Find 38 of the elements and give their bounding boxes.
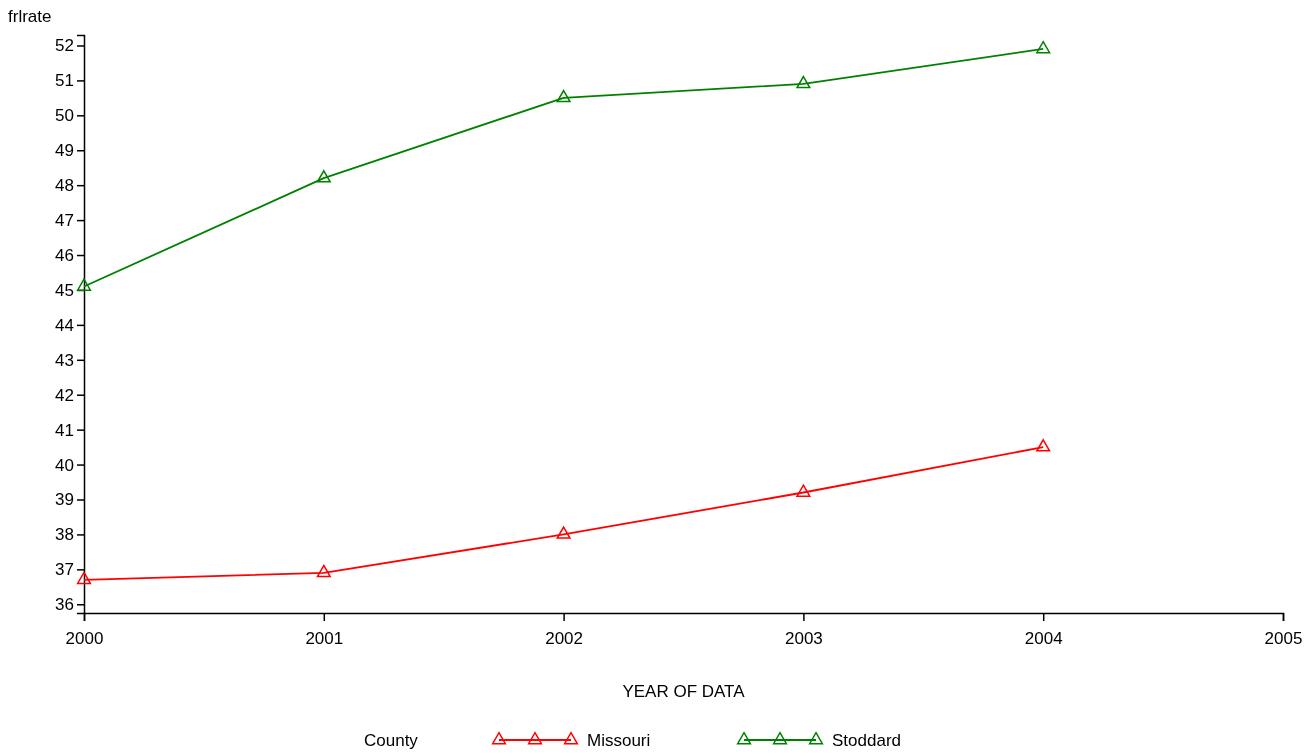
y-tick-label: 37	[55, 560, 74, 580]
y-tick-label: 41	[55, 420, 74, 440]
legend-title: County	[364, 731, 419, 750]
y-tick-label: 42	[55, 385, 74, 405]
point	[76, 278, 92, 291]
y-tick-label: 36	[55, 595, 74, 615]
point	[316, 170, 331, 183]
legend-label: Stoddard	[832, 731, 901, 750]
y-axis-title: frlrate	[8, 7, 52, 26]
y-tick-label: 52	[55, 36, 74, 56]
x-tick-label: 2003	[784, 629, 823, 649]
point	[796, 484, 811, 497]
x-tick-label: 2004	[1024, 629, 1063, 649]
point	[76, 571, 92, 585]
x-tick-label: 2000	[65, 629, 104, 649]
y-tick-label: 43	[55, 350, 74, 370]
y-tick-label: 48	[55, 176, 74, 196]
x-tick-label: 2002	[545, 629, 584, 649]
y-tick-label: 47	[55, 211, 74, 231]
point	[556, 89, 571, 103]
y-tick-label: 49	[55, 141, 74, 161]
x-tick-label: 2001	[305, 629, 344, 649]
legend-label: Missouri	[587, 731, 651, 750]
x-tick-label: 2005	[1264, 629, 1303, 649]
x-axis-title: YEAR OF DATA	[622, 682, 746, 701]
point	[1036, 439, 1051, 452]
point	[796, 75, 811, 89]
y-tick-label: 44	[55, 315, 74, 335]
y-tick-label: 46	[55, 245, 74, 265]
y-tick-label: 51	[55, 71, 74, 91]
y-tick-label: 45	[55, 280, 74, 300]
point	[316, 564, 331, 578]
y-tick-label: 39	[55, 490, 74, 510]
point	[1036, 40, 1051, 54]
point	[556, 526, 571, 539]
y-tick-label: 38	[55, 525, 74, 545]
y-tick-label: 50	[55, 106, 74, 126]
y-tick-label: 40	[55, 455, 74, 475]
